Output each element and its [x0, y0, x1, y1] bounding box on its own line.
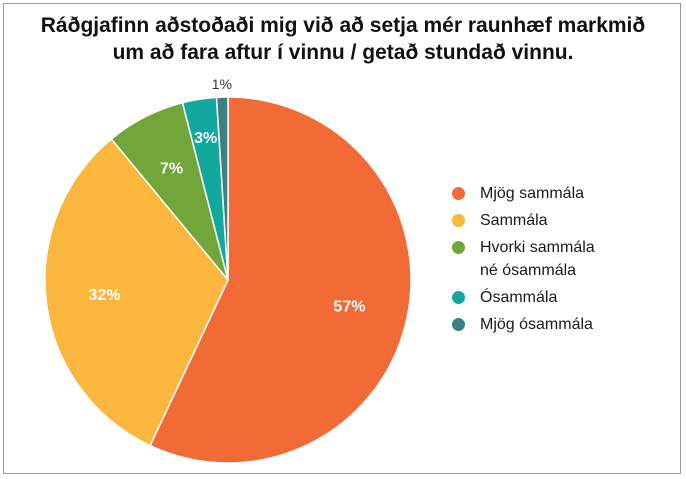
- legend-swatch: [452, 187, 465, 200]
- chart-title-line-1: Ráðgjafinn aðstoðaði mig við að setja mé…: [40, 14, 646, 37]
- legend-item-hvorki: Hvorki sammála né ósammála: [452, 236, 672, 282]
- pie-chart: 57% 32% 7% 3% 1%: [44, 76, 412, 464]
- legend-swatch: [452, 241, 465, 254]
- data-label-osammala: 3%: [194, 130, 217, 147]
- legend-item-sammala: Sammála: [452, 209, 672, 232]
- pie-slice-sammala: [44, 137, 229, 447]
- legend-label: Hvorki sammála né ósammála: [480, 239, 595, 279]
- legend-label: Sammála: [480, 212, 548, 229]
- data-label-mjog-osammala: 1%: [212, 76, 232, 92]
- legend-label: Mjög sammála: [480, 185, 585, 202]
- legend-item-osammala: Ósammála: [452, 286, 672, 309]
- legend-item-mjog-osammala: Mjög ósammála: [452, 313, 672, 336]
- legend-label: Mjög ósammála: [480, 316, 593, 333]
- pie-slice-mjog-osammala: [215, 96, 229, 281]
- legend: Mjög sammála Sammála Hvorki sammála né ó…: [452, 182, 672, 340]
- chart-frame: Ráðgjafinn aðstoðaði mig við að setja mé…: [3, 3, 681, 474]
- chart-title-line-2: um að fara aftur í vinnu / getað stundað…: [112, 41, 574, 64]
- legend-item-mjog-sammala: Mjög sammála: [452, 182, 672, 205]
- legend-swatch: [452, 318, 465, 331]
- data-label-hvorki: 7%: [160, 160, 183, 177]
- legend-swatch: [452, 291, 465, 304]
- data-label-mjog-sammala: 57%: [333, 298, 365, 315]
- chart-title: Ráðgjafinn aðstoðaði mig við að setja mé…: [4, 12, 682, 66]
- legend-swatch: [452, 214, 465, 227]
- data-label-sammala: 32%: [89, 287, 121, 304]
- pie-slice-mjog-sammala: [149, 96, 412, 464]
- legend-label: Ósammála: [480, 289, 558, 306]
